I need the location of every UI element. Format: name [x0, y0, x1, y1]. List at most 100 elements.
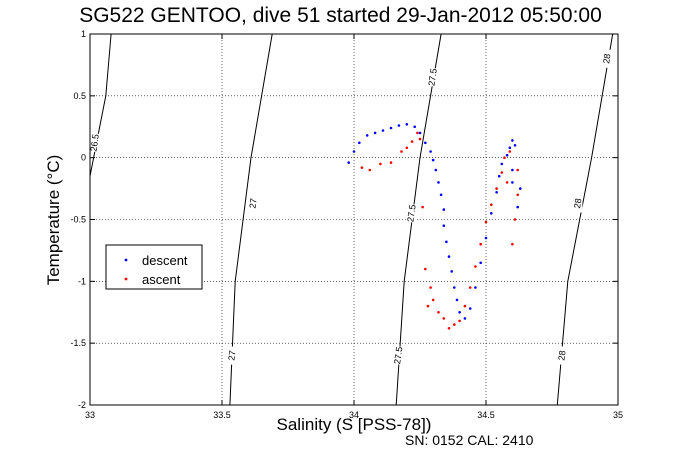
descent-point [468, 307, 472, 310]
descent-point [450, 270, 454, 273]
contour-label-bg [408, 204, 417, 223]
x-tick-label: 35 [613, 410, 623, 420]
descent-point [442, 208, 446, 211]
y-tick-label: -1.5 [70, 338, 86, 348]
contour-label-bg [429, 68, 438, 87]
ascent-point [418, 137, 422, 141]
ascent-point [468, 286, 472, 289]
descent-point [497, 174, 501, 178]
contour-label-bg [91, 133, 100, 152]
descent-point [418, 131, 422, 135]
ascent-point [516, 193, 519, 197]
ascent-point [490, 203, 493, 206]
y-tick-label: -0.5 [70, 215, 86, 225]
axis-ticks: 33 33.5 34 34.5 35 1 0.5 0 -0.5 -1 -1.5 -2 [70, 29, 623, 420]
density-contour-label: 27.5 [405, 204, 417, 223]
descent-point [508, 146, 512, 150]
descent-point [437, 181, 440, 184]
descent-point [490, 212, 493, 215]
descent-point [358, 141, 361, 145]
ascent-point [426, 304, 430, 308]
descent-point [505, 153, 509, 157]
y-tick-label: 0 [81, 153, 86, 163]
descent-point [495, 191, 498, 194]
ascent-point [360, 166, 364, 169]
density-contour-label: 27.5 [392, 346, 404, 365]
descent-point [431, 158, 435, 162]
ascent-point [495, 187, 498, 190]
descent-point [474, 286, 477, 289]
descent-point [445, 240, 448, 244]
legend-ascent-marker [124, 277, 128, 281]
x-tick-label: 33.5 [213, 410, 231, 420]
ascent-point [474, 265, 477, 268]
x-axis-label: Salinity (S [PSS-78]) [276, 415, 432, 434]
ascent-point [484, 220, 488, 224]
legend-descent-marker [124, 258, 128, 262]
ascent-point [463, 304, 467, 308]
density-contour-label: 28 [556, 350, 567, 361]
descent-point [424, 141, 427, 145]
contour-label-bg [574, 194, 583, 213]
ascent-point [410, 140, 414, 143]
descent-point [511, 139, 514, 142]
x-tick-label: 34 [349, 410, 359, 420]
descent-point [365, 134, 369, 137]
density-contour-line [229, 33, 273, 406]
ascent-point [379, 162, 382, 166]
density-contour-line [556, 33, 614, 406]
contour-label-bg [394, 346, 403, 365]
legend: descent ascent [105, 244, 203, 290]
descent-point [453, 286, 456, 289]
descent-point [511, 181, 514, 184]
descent-point [442, 224, 446, 227]
ascent-point [458, 319, 461, 323]
x-tick-label: 33 [85, 410, 95, 420]
descent-point [500, 162, 504, 166]
serial-calibration: SN: 0152 CAL: 2410 [405, 432, 534, 448]
descent-point [352, 150, 356, 153]
ascent-point [479, 242, 483, 246]
contour-label-bg [603, 49, 612, 68]
descent-point [347, 161, 351, 164]
ascent-point [513, 218, 517, 221]
ascent-point [442, 317, 446, 320]
ascent-point [447, 327, 451, 330]
y-axis-label: Temperature (°C) [44, 154, 63, 286]
descent-point [381, 129, 385, 132]
descent-point [458, 311, 461, 314]
descent-point [439, 193, 443, 197]
descent-point [447, 255, 451, 258]
ascent-point [437, 311, 440, 314]
legend-descent-label: descent [142, 253, 188, 268]
ascent-point [431, 298, 435, 302]
descent-point [413, 125, 417, 129]
descent-point [389, 126, 393, 130]
contour-label-bg [228, 346, 237, 365]
descent-point [463, 317, 467, 320]
chart-title: SG522 GENTOO, dive 51 started 29-Jan-201… [79, 4, 602, 27]
ascent-point [508, 150, 512, 153]
density-contour-label: 28 [601, 53, 612, 64]
contour-label-bg [558, 346, 567, 365]
ascent-point [421, 205, 424, 209]
descent-point [516, 205, 519, 209]
y-tick-label: -1 [78, 276, 86, 286]
grid [90, 34, 618, 405]
descent-point [405, 123, 409, 126]
ascent-point [505, 181, 509, 184]
ascent-point [516, 168, 519, 172]
ascent-point [503, 156, 506, 159]
density-contour-label: 26.5 [88, 133, 100, 152]
density-contour-label: 27 [247, 198, 258, 209]
ascent-point [500, 171, 504, 174]
density-contours: 26.5 27 27 27.5 27.5 27.5 28 28 28 [88, 33, 614, 406]
descent-point [434, 168, 438, 172]
ascent-point [453, 323, 456, 326]
descent-point [513, 144, 517, 147]
descent-point [511, 168, 514, 172]
descent-point [373, 131, 377, 135]
ascent-point [416, 131, 419, 135]
y-tick-label: 0.5 [73, 91, 86, 101]
